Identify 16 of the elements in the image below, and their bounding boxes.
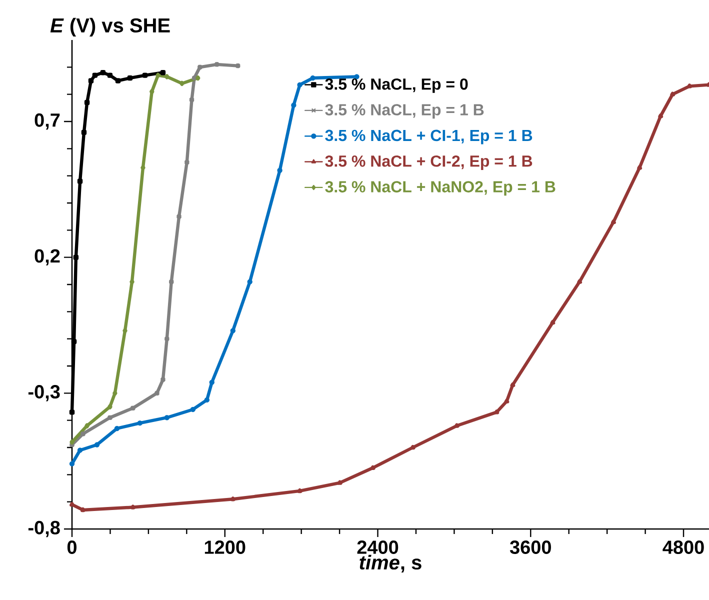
legend-label: 3.5 % NaCL, Ep = 0	[325, 78, 468, 93]
y-tick-label: 0,7	[34, 113, 60, 130]
legend-label: 3.5 % NaCL + CI-2, Ep = 1 B	[325, 155, 532, 170]
y-tick-label: -0,3	[28, 385, 60, 402]
y-tick-label: -0,8	[28, 520, 60, 538]
x-tick-label: 2400	[357, 540, 398, 554]
x-tick-label: 1200	[204, 540, 246, 554]
x-tick-label: 3600	[510, 540, 551, 554]
y-tick-label: 0,2	[34, 249, 60, 266]
x-tick-label: 4800	[662, 540, 704, 554]
legend-label: 3.5 % NaCL, Ep = 1 B	[325, 104, 484, 119]
legend-label: 3.5 % NaCL + NaNO2, Ep = 1 B	[325, 181, 556, 196]
legend-label: 3.5 % NaCL + CI-1, Ep = 1 B	[325, 130, 532, 144]
x-tick-label: 0	[67, 540, 77, 554]
y-axis-title: E (V) vs SHE	[50, 18, 170, 36]
x-axis-title: time, s	[360, 554, 422, 572]
